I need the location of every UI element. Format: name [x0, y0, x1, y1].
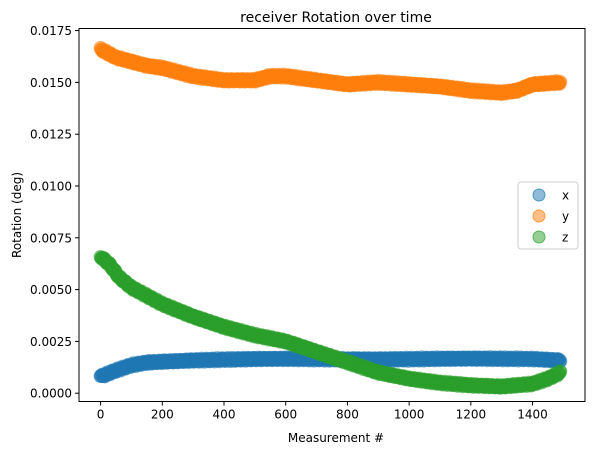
- x-tick-label: 1000: [394, 408, 425, 422]
- y-tick-label: 0.0100: [30, 179, 72, 193]
- y-tick-label: 0.0175: [30, 24, 72, 38]
- x-tick-label: 0: [97, 408, 105, 422]
- legend-label-z: z: [562, 231, 568, 245]
- legend-marker-z: [532, 230, 546, 244]
- data-layer: [93, 40, 568, 395]
- plot-frame: [78, 28, 586, 402]
- x-tick-label: 200: [151, 408, 174, 422]
- y-tick-label: 0.0050: [30, 283, 72, 297]
- legend-label-y: y: [562, 210, 569, 224]
- x-axis-label: Measurement #: [288, 431, 384, 445]
- series-z: [93, 249, 568, 395]
- x-tick-label: 600: [274, 408, 297, 422]
- x-tick-label: 1400: [517, 408, 548, 422]
- chart-title: receiver Rotation over time: [240, 10, 432, 26]
- x-tick-label: 800: [336, 408, 359, 422]
- x-tick-label: 400: [213, 408, 236, 422]
- y-axis: 0.0000 0.0025 0.0050 0.0075 0.0100 0.0125 0.01…: [30, 24, 79, 401]
- y-tick-label: 0.0025: [30, 335, 72, 349]
- legend-frame: [517, 181, 579, 250]
- legend: x y z: [517, 181, 579, 250]
- legend-marker-y: [532, 209, 546, 223]
- y-axis-label: Rotation (deg): [10, 172, 24, 258]
- point-z-745: [553, 364, 568, 379]
- x-axis: 0 200 400 600 800 1000 1200 1400: [97, 401, 548, 422]
- legend-marker-x: [532, 188, 546, 202]
- y-tick-label: 0.0150: [30, 76, 72, 90]
- y-tick-label: 0.0075: [30, 231, 72, 245]
- y-tick-label: 0.0125: [30, 128, 72, 142]
- legend-label-x: x: [562, 189, 569, 203]
- point-y-745: [553, 74, 568, 89]
- series-y: [93, 40, 568, 102]
- x-tick-label: 1200: [456, 408, 487, 422]
- y-tick-label: 0.0000: [30, 387, 72, 401]
